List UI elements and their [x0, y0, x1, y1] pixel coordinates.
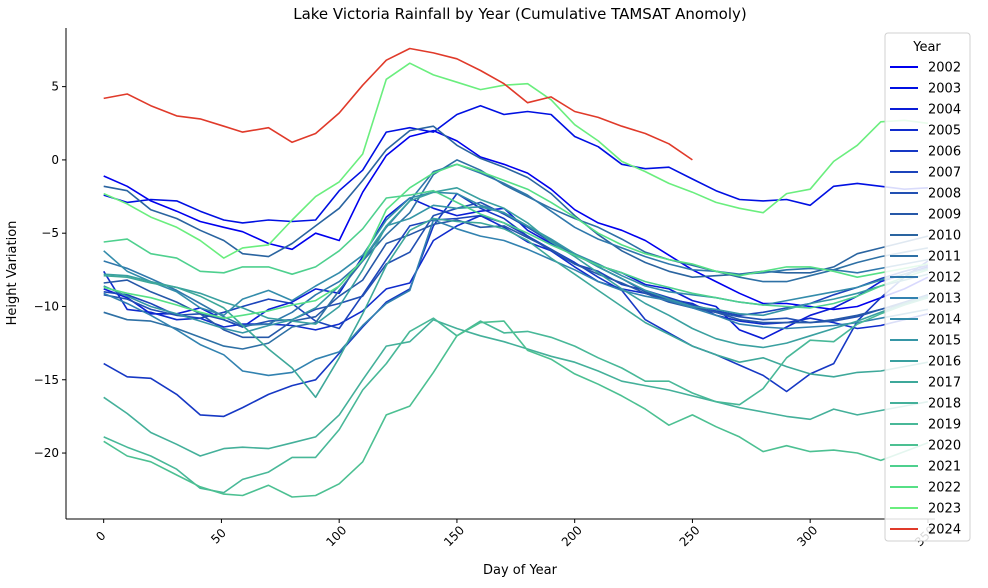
- legend-label-2020: 2020: [928, 439, 961, 454]
- x-tick-label: 200: [559, 523, 585, 549]
- legend-label-2004: 2004: [928, 103, 961, 118]
- axes: [65, 28, 935, 520]
- legend-label-2021: 2021: [928, 460, 961, 475]
- y-tick-label: −10: [34, 299, 59, 313]
- legend-label-2005: 2005: [928, 124, 961, 139]
- legend-label-2013: 2013: [928, 292, 961, 307]
- series-line-2010: [103, 125, 929, 278]
- series-line-2002: [103, 129, 929, 311]
- series-line-2019: [103, 296, 929, 494]
- y-tick-label: 0: [51, 153, 59, 167]
- legend-title: Year: [912, 40, 941, 55]
- series-line-2014: [103, 191, 929, 317]
- series-line-2017: [103, 217, 929, 399]
- series-line-2023: [103, 62, 929, 259]
- legend: Year 2002 2003 2004 2005 2006 2007 2008 2009 201…: [884, 32, 971, 542]
- legend-items: 2002 2003 2004 2005 2006 2007 2008 2009 2010 2011…: [890, 61, 961, 538]
- legend-label-2016: 2016: [928, 355, 961, 370]
- legend-label-2018: 2018: [928, 397, 961, 412]
- legend-label-2002: 2002: [928, 61, 961, 76]
- chart-title: Lake Victoria Rainfall by Year (Cumulati…: [293, 5, 747, 23]
- series-line-2003: [103, 104, 928, 224]
- legend-label-2022: 2022: [928, 481, 961, 496]
- x-tick-label: 300: [794, 523, 820, 549]
- legend-label-2024: 2024: [928, 523, 961, 538]
- legend-label-2003: 2003: [928, 82, 961, 97]
- series-line-2016: [103, 187, 929, 349]
- legend-label-2012: 2012: [928, 271, 961, 286]
- series-line-2011: [103, 159, 929, 350]
- legend-label-2011: 2011: [928, 250, 961, 265]
- series-line-2012: [103, 163, 929, 327]
- legend-label-2008: 2008: [928, 187, 961, 202]
- y-tick-label: −5: [41, 226, 59, 240]
- series-line-2008: [103, 201, 929, 328]
- x-tick-label: 0: [93, 529, 108, 544]
- y-ticks: 5 0 −5 −10 −15 −20: [34, 80, 66, 460]
- x-ticks: 050100150200250300350: [93, 519, 938, 549]
- y-tick-label: −15: [34, 373, 59, 387]
- series-line-2013: [103, 219, 929, 377]
- x-axis-label: Day of Year: [483, 563, 558, 578]
- series-line-2020: [103, 320, 929, 498]
- series-line-2021: [103, 189, 929, 309]
- legend-label-2015: 2015: [928, 334, 961, 349]
- legend-label-2014: 2014: [928, 313, 961, 328]
- legend-label-2017: 2017: [928, 376, 961, 391]
- y-axis-label: Height Variation: [5, 221, 20, 326]
- y-tick-label: −20: [34, 446, 59, 460]
- y-tick-label: 5: [51, 80, 59, 94]
- series-line-2022: [103, 163, 929, 319]
- legend-box: [884, 32, 971, 542]
- legend-label-2019: 2019: [928, 418, 961, 433]
- series-line-2015: [103, 204, 929, 334]
- series-line-2018: [103, 318, 929, 457]
- x-tick-label: 250: [677, 523, 703, 549]
- legend-label-2007: 2007: [928, 166, 961, 181]
- legend-label-2006: 2006: [928, 145, 961, 160]
- series-line-2009: [103, 219, 929, 339]
- x-tick-label: 150: [441, 523, 467, 549]
- legend-label-2023: 2023: [928, 502, 961, 517]
- x-tick-label: 100: [323, 523, 349, 549]
- legend-label-2009: 2009: [928, 208, 961, 223]
- plot-lines: [103, 47, 929, 498]
- legend-label-2010: 2010: [928, 229, 961, 244]
- series-line-2024: [103, 47, 693, 161]
- x-tick-label: 50: [208, 526, 229, 547]
